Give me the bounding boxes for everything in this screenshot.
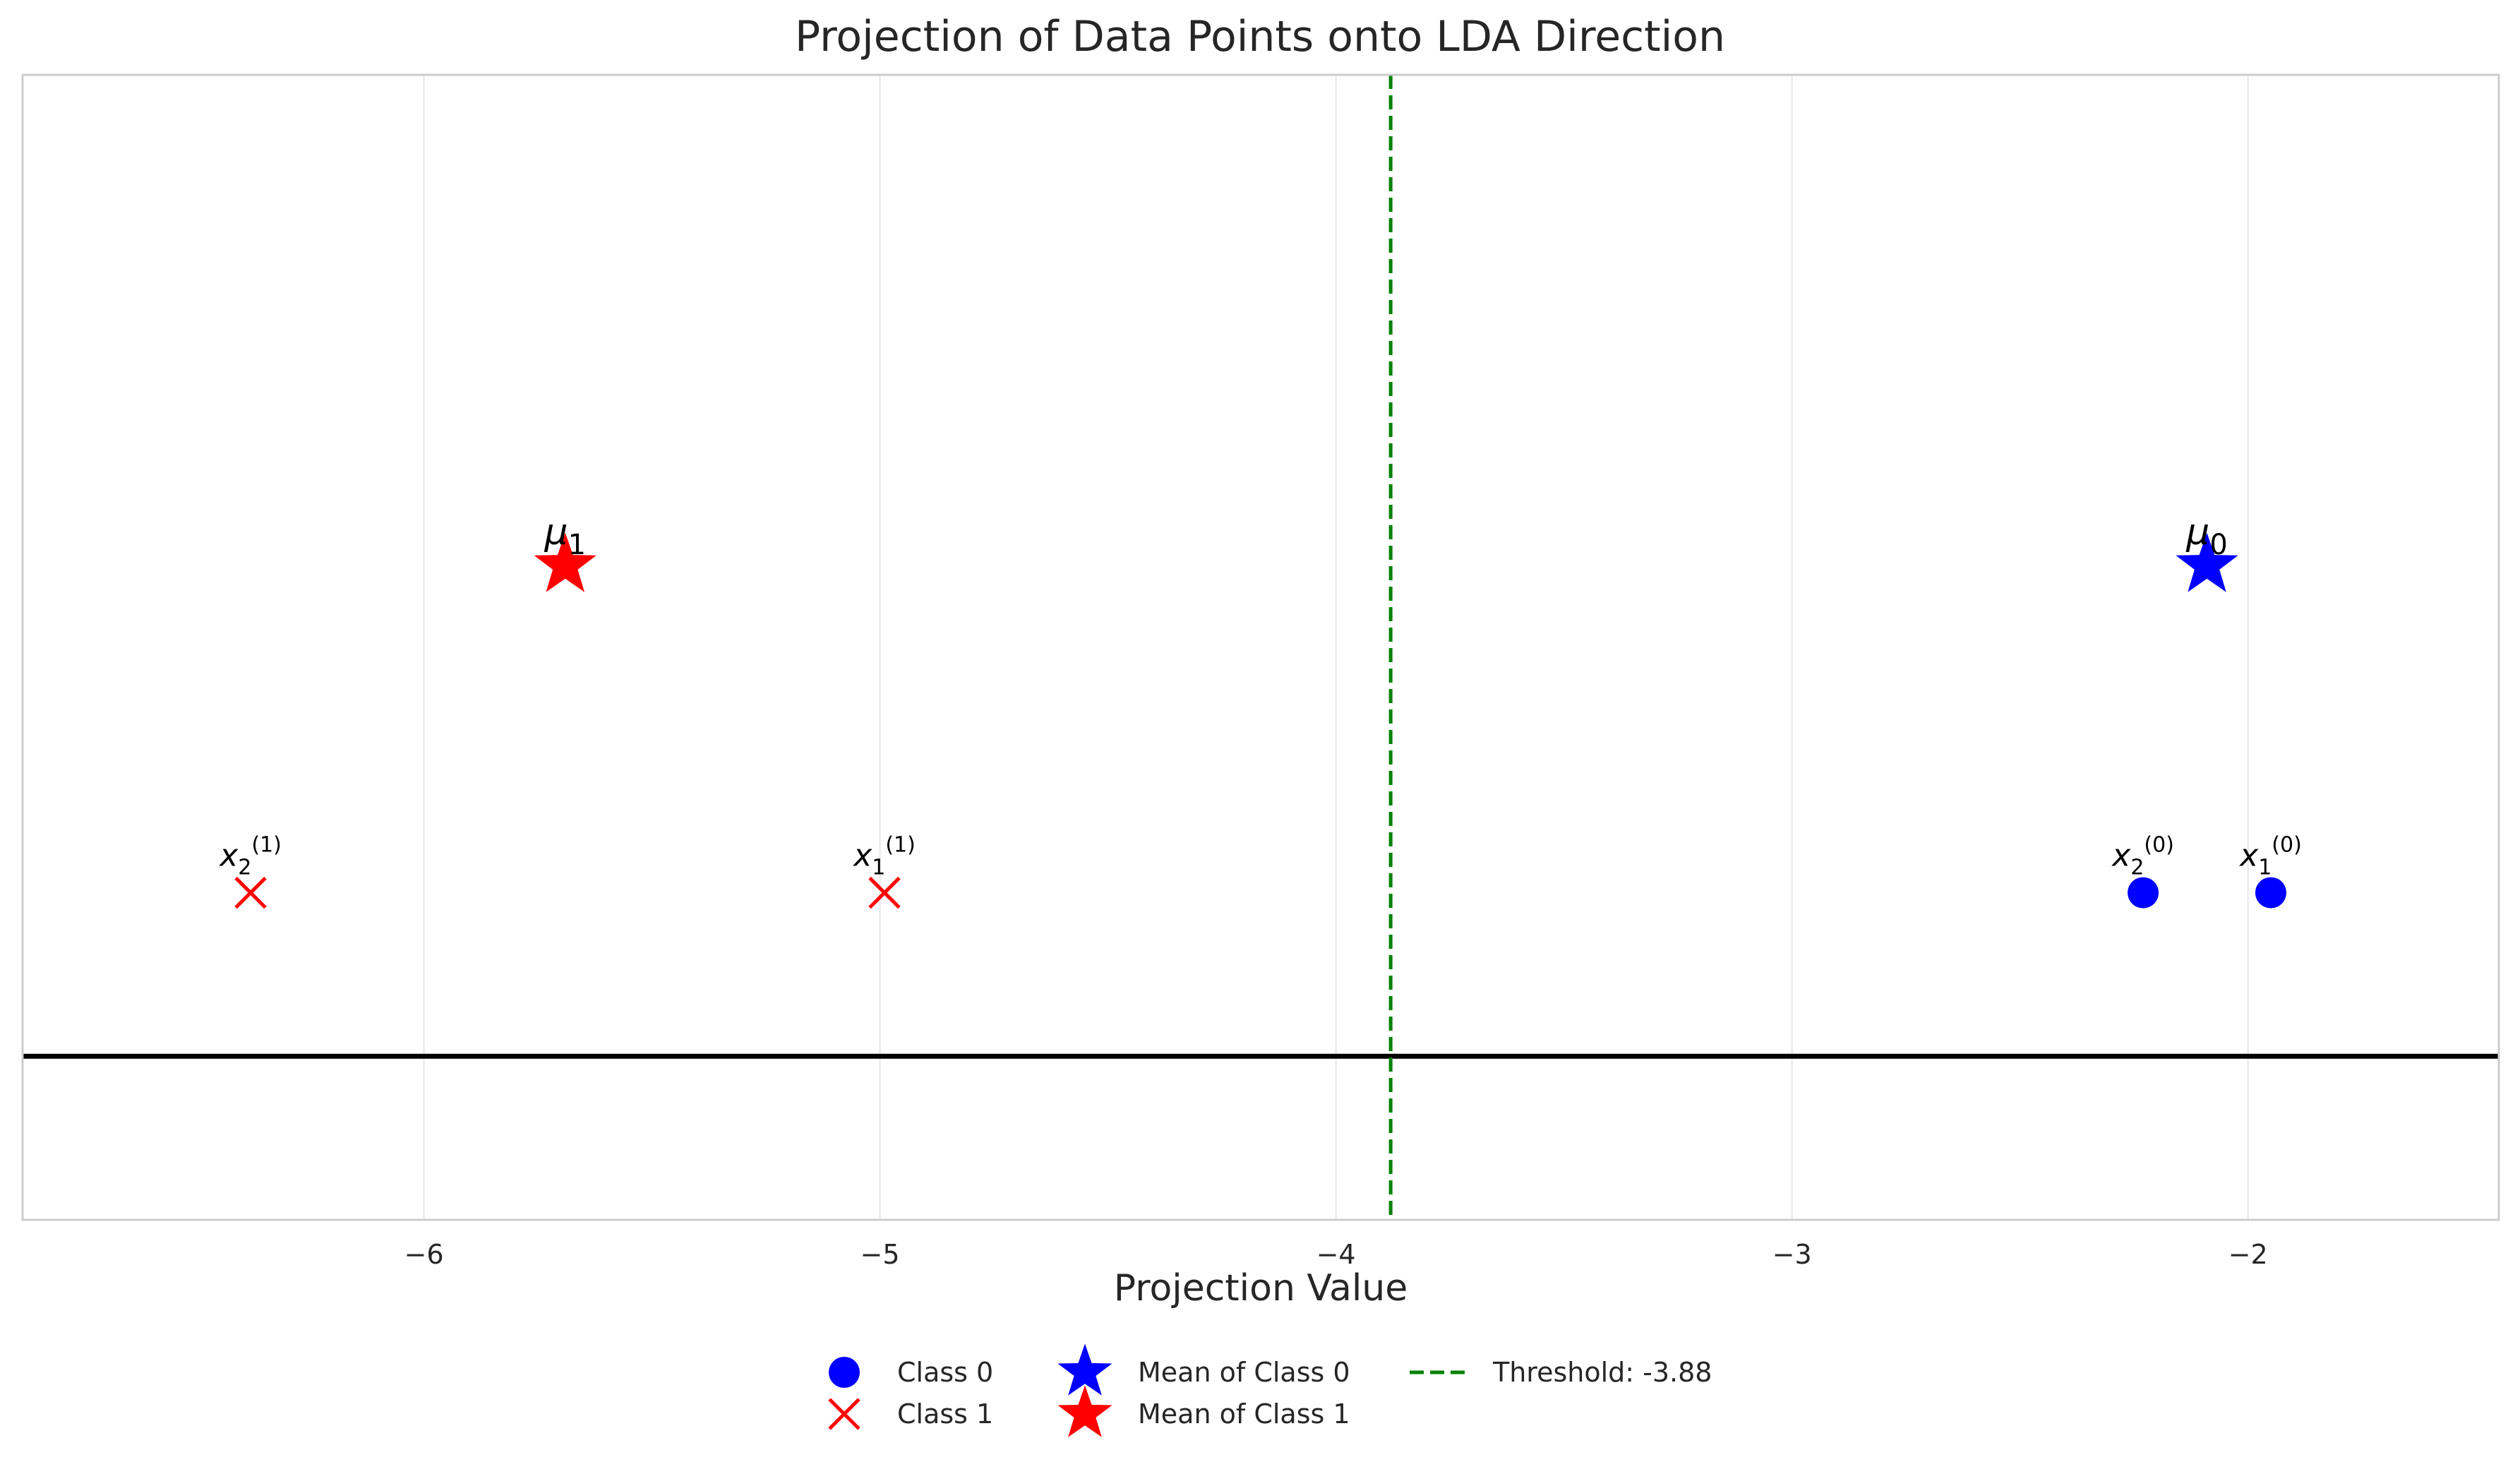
legend-item: Class 1 bbox=[829, 1398, 993, 1430]
plot-background bbox=[23, 75, 2499, 1220]
x-axis-label: Projection Value bbox=[1114, 1267, 1408, 1310]
legend-item: Mean of Class 0 bbox=[1057, 1343, 1350, 1395]
point-label-base: x bbox=[852, 838, 872, 874]
x-tick-label: −5 bbox=[860, 1239, 900, 1270]
point-label-sup: (0) bbox=[2144, 833, 2174, 858]
legend-label: Threshold: -3.88 bbox=[1492, 1357, 1712, 1388]
chart-title: Projection of Data Points onto LDA Direc… bbox=[795, 12, 1725, 61]
x-tick-label: −4 bbox=[1316, 1239, 1356, 1270]
point-circle-marker bbox=[2255, 877, 2286, 909]
legend-label: Mean of Class 1 bbox=[1138, 1398, 1350, 1430]
point-label-base: μ bbox=[2185, 511, 2209, 553]
x-tick-label: −3 bbox=[1772, 1239, 1812, 1270]
legend-label: Mean of Class 0 bbox=[1138, 1357, 1350, 1388]
point-label-base: μ bbox=[544, 511, 568, 553]
legend-x-swatch bbox=[829, 1399, 859, 1429]
point-label-sub: 2 bbox=[2130, 856, 2144, 880]
point-label-sup: (0) bbox=[2272, 833, 2302, 858]
point-label-sub: 2 bbox=[238, 856, 251, 880]
x-tick-label: −6 bbox=[404, 1239, 444, 1270]
point-label-sub: 1 bbox=[872, 856, 885, 880]
legend-label: Class 1 bbox=[897, 1398, 993, 1430]
point-label-base: x bbox=[2238, 838, 2259, 874]
point-label-base: x bbox=[2111, 838, 2131, 874]
legend-label: Class 0 bbox=[897, 1357, 993, 1388]
x-tick-label: −2 bbox=[2228, 1239, 2268, 1270]
point-label-base: x bbox=[218, 838, 239, 874]
legend-circle-swatch bbox=[829, 1357, 860, 1388]
point-label-sub: 1 bbox=[2258, 856, 2272, 880]
legend-item: Class 0 bbox=[829, 1357, 993, 1388]
point-label-sub: 0 bbox=[2209, 529, 2227, 561]
legend-item: Threshold: -3.88 bbox=[1410, 1357, 1712, 1388]
legend-item: Mean of Class 1 bbox=[1057, 1385, 1350, 1437]
legend: Class 0 Class 1 Mean of Class 0 Mean of Cla… bbox=[829, 1343, 1712, 1437]
legend-star-swatch bbox=[1057, 1385, 1112, 1437]
point-label-sup: (1) bbox=[251, 833, 282, 858]
point-label-sub: 1 bbox=[568, 529, 586, 561]
point-circle-marker bbox=[2128, 877, 2159, 909]
x-axis-ticks: −6 −5 −4 −3 −2 bbox=[404, 1239, 2268, 1270]
point-label-sup: (1) bbox=[885, 833, 916, 858]
